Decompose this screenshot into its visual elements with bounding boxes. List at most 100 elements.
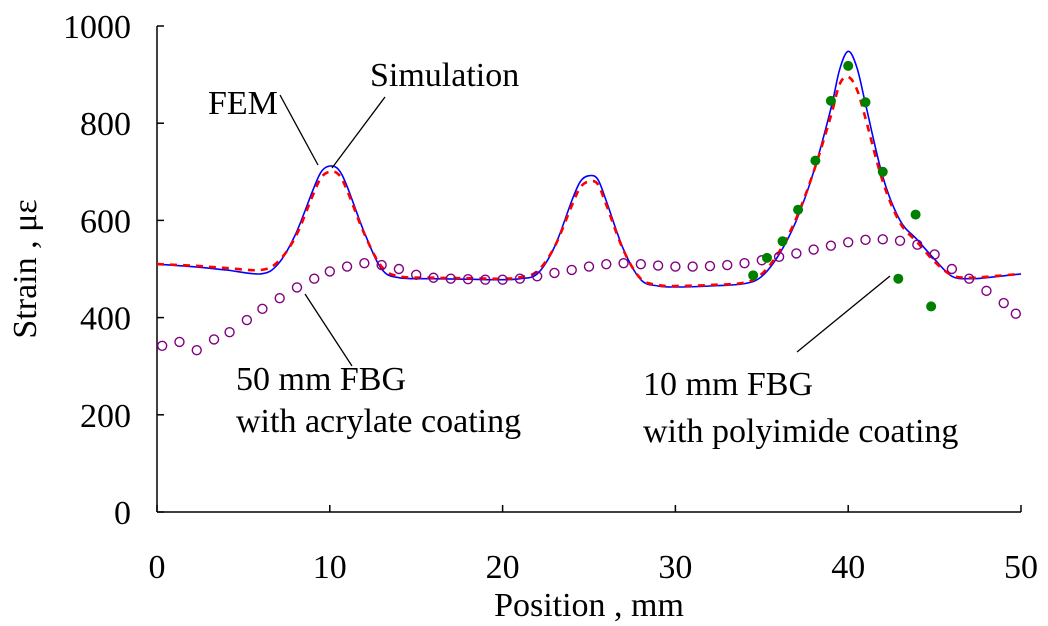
series-layer (156, 50, 1022, 356)
y-tick-label: 400 (80, 301, 131, 338)
acrylate-fbg-point (739, 257, 750, 269)
simulation-annotation: Simulation (331, 57, 519, 169)
acrylate-fbg-point (566, 264, 577, 276)
annotation-leader-line (331, 96, 386, 169)
acrylate-fbg-point (652, 260, 664, 271)
series-2 (156, 234, 1022, 356)
annotation-layer: FEM Simulation 50 mm FBG with acrylate coat… (208, 57, 958, 450)
acrylate-fbg-point (359, 257, 370, 269)
acrylate-fbg-point (174, 336, 185, 348)
acrylate-fbg-point (843, 237, 854, 248)
annotation-text: Simulation (370, 57, 519, 94)
x-tick-label: 20 (486, 549, 520, 586)
polyimide-fbg-point (843, 60, 854, 71)
y-tick-label: 1000 (63, 9, 131, 46)
acrylate-fbg-point (324, 266, 335, 277)
acrylate-fbg-point (376, 259, 387, 271)
polyimide-fbg-point (860, 97, 871, 108)
annotation-text: 10 mm FBG (643, 366, 813, 403)
fem-annotation: FEM (208, 85, 319, 166)
annotation-text: FEM (208, 85, 278, 122)
series-1 (156, 75, 1022, 288)
annotation-text-line2: with acrylate coating (236, 403, 521, 440)
acrylate-fbg-point (583, 261, 595, 272)
polyimide-fbg-point (777, 236, 788, 247)
acrylate-fbg-point (704, 260, 716, 272)
acrylate-fbg-point (946, 263, 958, 275)
x-tick-label: 0 (149, 549, 166, 586)
acrylate-fbg-point (618, 257, 629, 269)
plot-frame (156, 26, 1021, 513)
acrylate-fbg-point (309, 273, 320, 284)
polyimide-fbg-point (748, 270, 759, 281)
acrylate-fbg-point (480, 274, 491, 285)
acrylate-fbg-point (274, 292, 285, 304)
acrylate-fbg-point (291, 282, 303, 293)
annotation-text: 50 mm FBG (236, 361, 406, 398)
acrylate-fbg-point (1010, 308, 1022, 319)
acrylate-fbg-point (981, 285, 992, 297)
y-tick-label: 800 (80, 106, 131, 143)
acrylate-annotation: 50 mm FBG with acrylate coating (236, 293, 521, 440)
x-tick-label: 10 (313, 549, 347, 586)
y-tick-label: 0 (114, 495, 131, 532)
annotation-leader-line (304, 293, 353, 367)
series-3 (748, 60, 937, 312)
acrylate-fbg-point (877, 234, 888, 245)
annotation-leader-line (279, 94, 319, 166)
acrylate-fbg-point (791, 248, 802, 259)
acrylate-fbg-point (428, 272, 439, 283)
acrylate-fbg-point (497, 274, 508, 285)
x-axis-ticks: 0 10 20 30 40 50 (149, 505, 1038, 586)
annotation-text-line2: with polyimide coating (643, 413, 958, 450)
y-axis-ticks: 0 200 400 600 800 1000 (63, 9, 164, 532)
polyimide-fbg-point (877, 166, 888, 177)
acrylate-fbg-point (963, 273, 975, 284)
acrylate-fbg-point (445, 273, 456, 284)
acrylate-fbg-point (191, 344, 202, 356)
x-tick-label: 50 (1004, 549, 1038, 586)
acrylate-fbg-point (860, 234, 871, 246)
acrylate-fbg-point (341, 261, 353, 272)
acrylate-fbg-point (549, 267, 560, 279)
acrylate-fbg-point (808, 244, 819, 255)
acrylate-fbg-point (208, 334, 220, 345)
acrylate-fbg-point (773, 251, 785, 263)
polyimide-fbg-point (893, 273, 904, 284)
fem-line (156, 50, 1022, 288)
acrylate-fbg-point (462, 274, 474, 285)
acrylate-fbg-point (241, 314, 253, 326)
acrylate-fbg-point (635, 258, 647, 270)
polyimide-fbg-point (825, 95, 836, 106)
simulation-line (156, 75, 1022, 288)
acrylate-fbg-point (722, 259, 733, 271)
acrylate-fbg-point (825, 240, 837, 251)
polyimide-fbg-point (793, 204, 804, 215)
acrylate-fbg-point (687, 261, 698, 272)
acrylate-fbg-point (601, 258, 612, 270)
acrylate-fbg-point (393, 263, 405, 275)
polyimide-fbg-point (926, 301, 937, 312)
y-tick-label: 600 (80, 203, 131, 240)
annotation-leader-line (796, 275, 891, 353)
x-axis-title: Position , mm (494, 587, 684, 624)
x-tick-label: 40 (831, 549, 865, 586)
acrylate-fbg-point (514, 273, 526, 284)
acrylate-fbg-point (257, 303, 268, 315)
series-0 (156, 50, 1022, 288)
polyimide-annotation: 10 mm FBG with polyimide coating (643, 275, 958, 450)
x-tick-label: 30 (658, 549, 692, 586)
acrylate-fbg-point (224, 326, 235, 338)
acrylate-fbg-point (411, 269, 422, 281)
acrylate-fbg-point (670, 261, 681, 272)
polyimide-fbg-point (810, 155, 821, 166)
acrylate-fbg-point (531, 271, 543, 282)
y-axis-title: Strain , με (7, 199, 44, 338)
acrylate-fbg-point (998, 297, 1009, 309)
acrylate-fbg-point (894, 235, 906, 247)
polyimide-fbg-point (910, 209, 921, 220)
acrylate-fbg-point (912, 239, 923, 250)
acrylate-fbg-point (156, 340, 168, 351)
